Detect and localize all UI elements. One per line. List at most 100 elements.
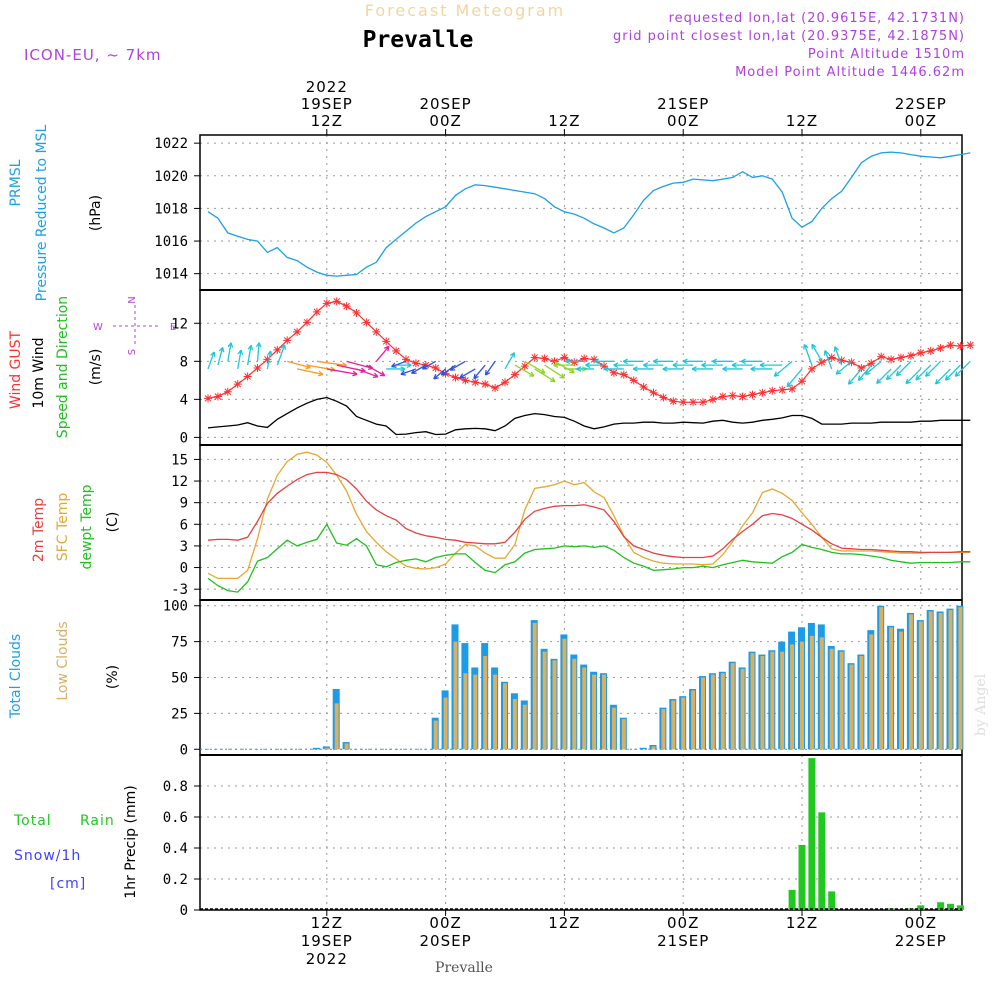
low-cloud-bar — [809, 635, 814, 750]
time-label-bottom: 12Z — [786, 914, 818, 932]
wind-arrow-head — [317, 370, 324, 377]
low-cloud-bar — [720, 673, 725, 750]
wind-arrow — [935, 368, 951, 385]
gust-marker — [550, 357, 559, 366]
gust-marker — [501, 378, 509, 387]
chart-subtitle: Forecast Meteogram — [365, 1, 565, 20]
wind-arrow-head — [773, 371, 780, 377]
gust-marker — [926, 346, 935, 355]
gust-marker — [431, 363, 440, 372]
time-label-top: 12Z — [548, 112, 580, 130]
gust-marker — [847, 358, 856, 367]
wind-arrow-head — [565, 358, 571, 365]
wind-arrow-head — [384, 345, 390, 352]
y-tick-label: 6 — [180, 517, 188, 533]
rain-bar — [828, 891, 836, 910]
wind-arrow-head — [885, 374, 892, 381]
gust-marker — [639, 382, 648, 391]
wind-arrow-head — [722, 366, 728, 372]
low-cloud-bar — [859, 655, 864, 750]
temp-2m-label: 2m Temp — [31, 498, 47, 562]
gust-marker — [580, 354, 589, 363]
wind-arrow-head — [740, 358, 746, 365]
low-cloud-bar — [611, 707, 616, 750]
wind-arrow-head — [750, 366, 756, 372]
wind-arrow — [865, 360, 882, 375]
precip-total-label: Total — [13, 813, 52, 829]
wind-arrow — [296, 368, 324, 376]
y-tick-label: 50 — [171, 671, 188, 687]
total-cloud-bar — [312, 747, 320, 750]
wind-arrow-head — [833, 346, 839, 352]
gust-marker — [788, 384, 797, 393]
wind-arrow — [534, 368, 556, 383]
y-tick-label: 4 — [180, 392, 188, 408]
wind-arrow-head — [400, 366, 406, 372]
wind-arrow — [449, 360, 466, 371]
y-tick-label: 12 — [171, 474, 188, 490]
wind-arrow — [786, 368, 803, 388]
wind-arrow-head — [372, 372, 379, 378]
wind-arrow — [524, 360, 546, 374]
wind-arrow-head — [218, 346, 225, 353]
rain-bar — [788, 889, 796, 910]
rain-bar — [917, 905, 925, 910]
rain-bar — [798, 844, 806, 910]
low-cloud-bar — [443, 697, 448, 750]
gust-marker — [273, 345, 282, 354]
y-tick-label: 1014 — [154, 267, 188, 283]
wind-arrow — [366, 364, 386, 377]
gust-marker — [293, 327, 302, 336]
y-tick-label: 12 — [171, 316, 188, 332]
y-tick-label: 9 — [180, 496, 188, 512]
credit-watermark: by Angel — [973, 673, 989, 736]
precip-snow-label: Snow/1h — [14, 848, 81, 864]
gust-marker — [213, 392, 222, 401]
y-tick-label: 0.2 — [163, 872, 188, 888]
gust-marker — [817, 358, 826, 367]
gust-marker — [441, 369, 450, 378]
y-tick-label: -3 — [171, 582, 188, 598]
gust-marker — [827, 353, 836, 362]
y-tick-label: 0 — [180, 742, 188, 758]
y-tick-label: 0.8 — [163, 779, 188, 795]
low-cloud-bar — [681, 697, 686, 750]
wind-arrow — [886, 364, 902, 381]
low-cloud-bar — [760, 655, 765, 750]
low-cloud-bar — [542, 651, 547, 750]
wind-arrow-head — [864, 369, 871, 376]
wind-arrow-head — [406, 362, 412, 368]
wind-arrow-head — [391, 362, 397, 368]
wind-arrow-head — [653, 358, 659, 365]
low-cloud-bar — [839, 651, 844, 750]
wind-arrow — [484, 360, 496, 376]
compass-s: S — [127, 349, 138, 355]
low-cloud-bar — [908, 614, 913, 750]
wind-arrow — [824, 350, 833, 370]
total-cloud-bar — [639, 747, 647, 750]
gust-marker — [609, 368, 618, 377]
time-label-bottom: 12Z — [548, 914, 580, 932]
y-tick-label: 75 — [171, 635, 188, 651]
gust-marker — [233, 380, 242, 389]
wind-arrow-head — [915, 374, 921, 381]
gust-marker — [629, 376, 638, 385]
wind-arrow — [287, 360, 311, 369]
wind-unit: (m/s) — [88, 349, 104, 386]
chart-marks: 1014 1016 1018 1020 1022 0 4 8 12 -3 0 3 6 9 12 15 0 25 50… — [154, 78, 975, 968]
gust-marker — [936, 344, 945, 353]
time-label-top: 00Z — [667, 112, 699, 130]
time-label-top: 2022 — [306, 78, 348, 96]
wind-arrow-head — [643, 362, 649, 368]
gust-marker — [362, 318, 371, 327]
rain-bar — [947, 903, 954, 910]
low-cloud-bar — [592, 674, 597, 750]
low-cloud-bar — [324, 747, 329, 750]
low-cloud-bar — [334, 703, 339, 750]
gust-marker — [897, 353, 905, 362]
temp-2m-line — [207, 471, 971, 559]
gust-marker — [402, 355, 410, 364]
gust-marker — [966, 341, 975, 350]
low-cloud-bar — [780, 651, 785, 750]
